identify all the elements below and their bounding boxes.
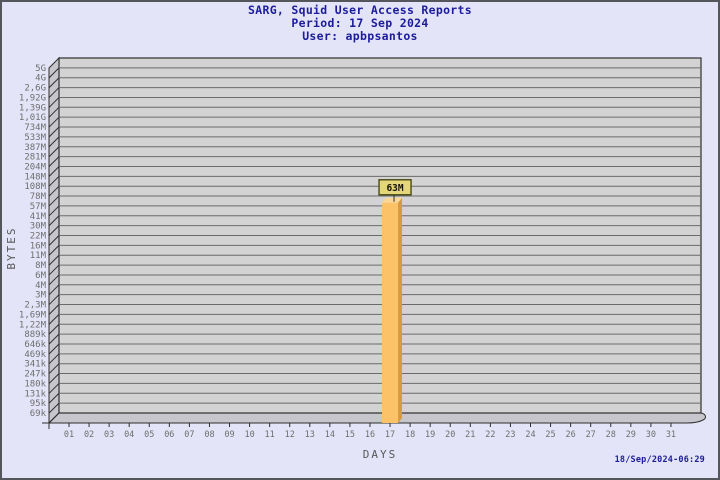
svg-text:469k: 469k — [24, 350, 46, 360]
svg-text:09: 09 — [224, 430, 234, 440]
x-axis-ticks — [42, 422, 672, 429]
y-axis-title: BYTES — [5, 226, 18, 269]
svg-text:6M: 6M — [35, 271, 46, 281]
svg-text:30M: 30M — [30, 222, 47, 232]
svg-text:18: 18 — [405, 430, 415, 440]
svg-text:131k: 131k — [24, 389, 46, 399]
svg-text:4M: 4M — [35, 281, 46, 291]
svg-text:387M: 387M — [24, 143, 46, 153]
bar-day-17 — [382, 197, 403, 423]
svg-text:26: 26 — [566, 430, 576, 440]
y-axis-labels: 5G4G2,6G1,92G1,39G1,01G734M533M387M281M2… — [19, 64, 47, 419]
svg-text:04: 04 — [124, 430, 134, 440]
svg-text:23: 23 — [505, 430, 515, 440]
svg-text:16M: 16M — [30, 241, 47, 251]
svg-text:13: 13 — [305, 430, 315, 440]
svg-text:204M: 204M — [24, 162, 46, 172]
svg-text:28: 28 — [606, 430, 616, 440]
svg-text:19: 19 — [425, 430, 435, 440]
svg-text:17: 17 — [385, 430, 395, 440]
svg-text:14: 14 — [325, 430, 335, 440]
svg-text:16: 16 — [365, 430, 375, 440]
svg-text:29: 29 — [626, 430, 636, 440]
svg-text:10: 10 — [244, 430, 254, 440]
svg-text:148M: 148M — [24, 172, 46, 182]
svg-text:20: 20 — [445, 430, 455, 440]
svg-text:21: 21 — [465, 430, 475, 440]
svg-text:341k: 341k — [24, 360, 46, 370]
svg-text:734M: 734M — [24, 123, 46, 133]
svg-text:3M: 3M — [35, 291, 46, 301]
svg-text:180k: 180k — [24, 379, 46, 389]
svg-text:8M: 8M — [35, 261, 46, 271]
svg-text:41M: 41M — [30, 212, 47, 222]
svg-text:11M: 11M — [30, 251, 47, 261]
gridlines — [59, 67, 701, 404]
svg-text:07: 07 — [184, 430, 194, 440]
svg-text:2,3M: 2,3M — [24, 301, 46, 311]
svg-text:11: 11 — [265, 430, 275, 440]
svg-text:25: 25 — [545, 430, 555, 440]
svg-text:95k: 95k — [30, 399, 47, 409]
svg-text:05: 05 — [144, 430, 154, 440]
report-header: SARG, Squid User Access Reports Period: … — [0, 4, 720, 43]
x-axis-labels: 01 02 03 04 05 06 07 08 09 10 11 12 13 14 15 16 17 18 19 20… — [64, 430, 676, 440]
svg-text:533M: 533M — [24, 133, 46, 143]
svg-text:02: 02 — [84, 430, 94, 440]
report-title: SARG, Squid User Access Reports — [248, 3, 472, 17]
report-period: Period: 17 Sep 2024 — [291, 16, 429, 30]
svg-text:1,69M: 1,69M — [19, 310, 47, 320]
bar-value-annotation: 63M — [378, 179, 412, 202]
svg-text:1,92G: 1,92G — [19, 93, 46, 103]
svg-text:247k: 247k — [24, 370, 46, 380]
svg-text:22: 22 — [485, 430, 495, 440]
svg-text:57M: 57M — [30, 202, 47, 212]
svg-text:2,6G: 2,6G — [24, 84, 46, 94]
svg-text:22M: 22M — [30, 232, 47, 242]
svg-text:15: 15 — [345, 430, 355, 440]
svg-text:01: 01 — [64, 430, 74, 440]
svg-text:889k: 889k — [24, 330, 46, 340]
svg-text:27: 27 — [586, 430, 596, 440]
svg-text:1,01G: 1,01G — [19, 113, 46, 123]
report-user: User: apbpsantos — [302, 29, 418, 43]
svg-text:31: 31 — [666, 430, 676, 440]
x-axis-title: DAYS — [363, 448, 398, 461]
svg-text:1,39G: 1,39G — [19, 103, 46, 113]
generation-timestamp: 18/Sep/2024-06:29 — [614, 455, 705, 465]
svg-text:646k: 646k — [24, 340, 46, 350]
svg-text:03: 03 — [104, 430, 114, 440]
y-axis-ticks — [48, 67, 60, 424]
svg-text:281M: 281M — [24, 153, 46, 163]
svg-text:30: 30 — [646, 430, 656, 440]
axis-titles: DAYS BYTES — [5, 226, 398, 461]
svg-text:69k: 69k — [30, 409, 47, 419]
svg-text:06: 06 — [164, 430, 174, 440]
svg-text:108M: 108M — [24, 182, 46, 192]
svg-text:4G: 4G — [35, 74, 46, 84]
svg-text:78M: 78M — [30, 192, 47, 202]
svg-text:12: 12 — [285, 430, 295, 440]
svg-text:08: 08 — [204, 430, 214, 440]
svg-text:63M: 63M — [386, 183, 403, 194]
svg-text:5G: 5G — [35, 64, 46, 74]
svg-text:24: 24 — [525, 430, 535, 440]
svg-text:1,22M: 1,22M — [19, 320, 47, 330]
